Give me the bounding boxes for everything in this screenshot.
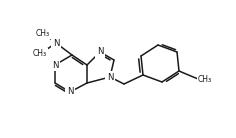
Text: N: N xyxy=(107,72,113,82)
Text: N: N xyxy=(67,87,73,96)
Text: N: N xyxy=(52,60,58,70)
Text: CH₃: CH₃ xyxy=(33,50,47,59)
Text: N: N xyxy=(53,39,59,47)
Text: CH₃: CH₃ xyxy=(198,75,212,83)
Text: CH₃: CH₃ xyxy=(36,29,50,38)
Text: N: N xyxy=(97,47,103,56)
